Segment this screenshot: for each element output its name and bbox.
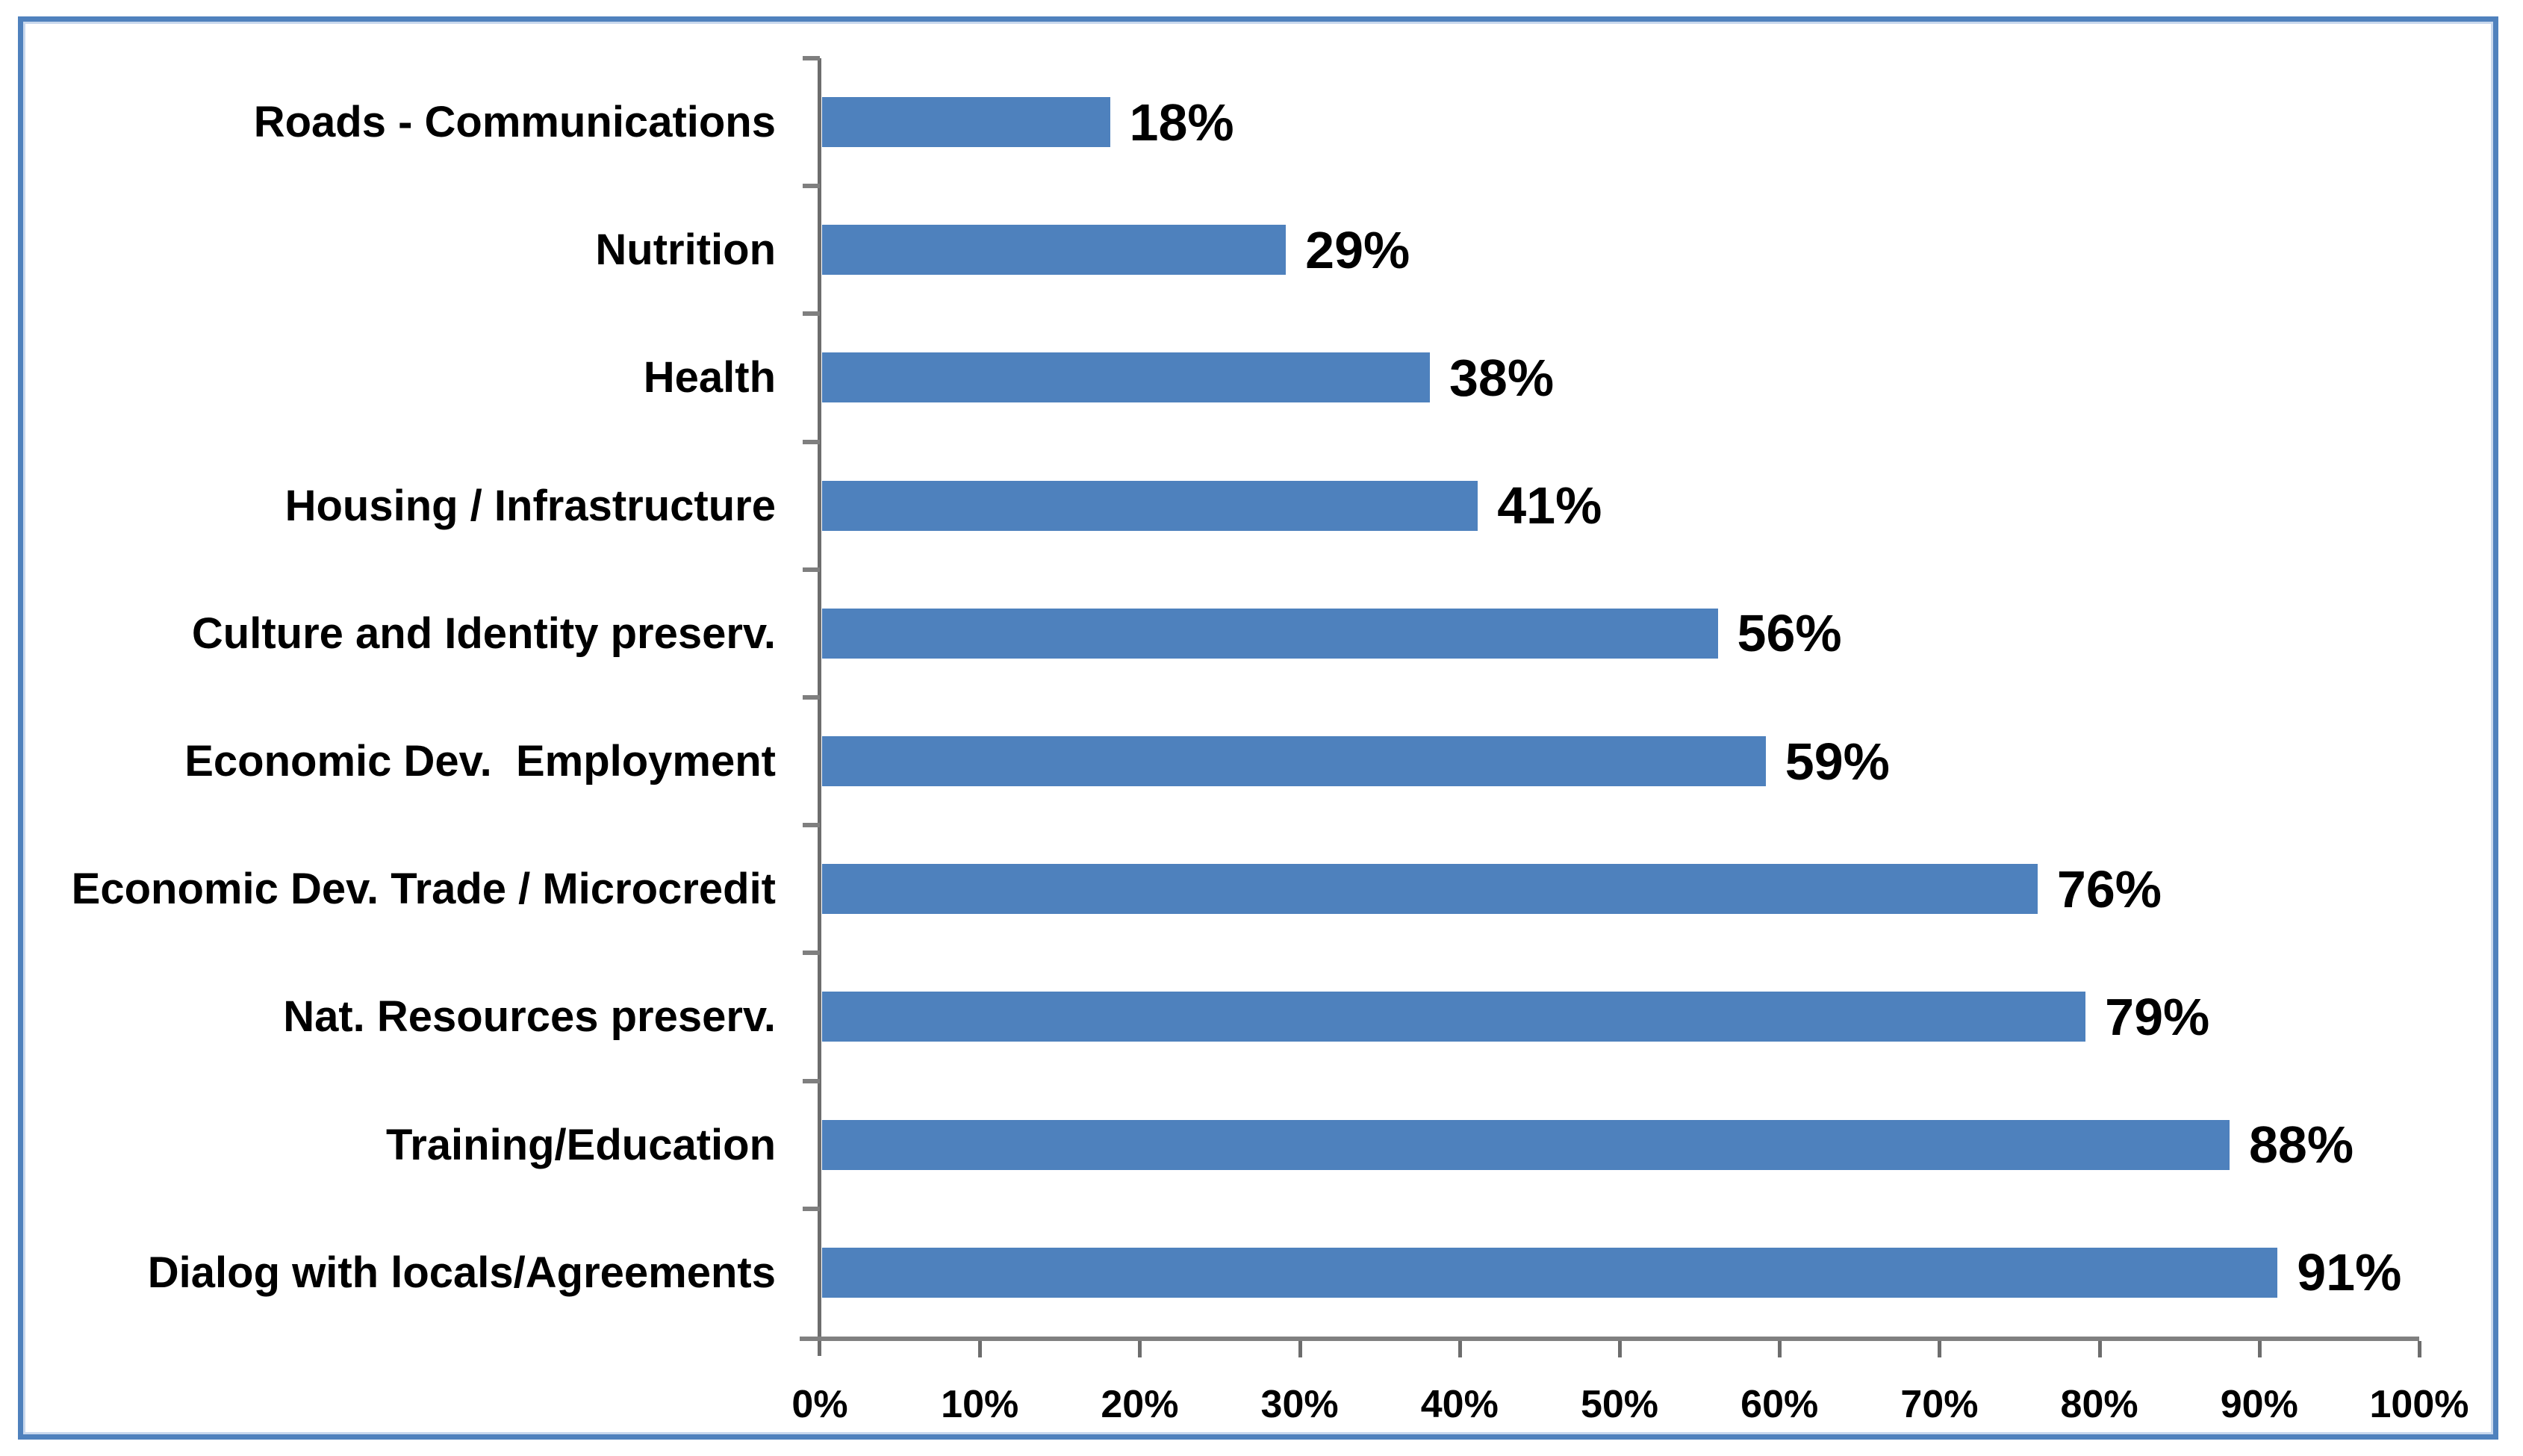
category-label: Health <box>643 353 776 402</box>
x-axis-tick-label: 0% <box>791 1383 848 1426</box>
bar-row: Nat. Resources preserv. 79% <box>23 951 2493 1080</box>
x-axis-tick <box>1938 1341 1942 1357</box>
y-axis-tick <box>803 184 820 189</box>
y-axis-tick <box>803 439 820 444</box>
x-axis-tick-label: 20% <box>1101 1383 1179 1426</box>
value-label: 41% <box>1497 476 1602 535</box>
bar <box>822 736 1766 786</box>
bar-row: Dialog with locals/Agreements 91% <box>23 1206 2493 1337</box>
bar <box>822 97 1110 147</box>
x-axis-tick <box>978 1341 983 1357</box>
x-axis-tick-label: 100% <box>2369 1383 2469 1426</box>
value-label: 88% <box>2248 1116 2354 1175</box>
bar <box>822 608 1718 659</box>
value-label: 56% <box>1737 604 1842 663</box>
bar-row: Roads - Communications 18% <box>23 56 2493 186</box>
category-label: Dialog with locals/Agreements <box>147 1248 776 1297</box>
bar <box>822 480 1478 531</box>
y-axis-tick <box>803 1206 820 1211</box>
category-label: Economic Dev. Employment <box>184 737 776 786</box>
x-axis-tick <box>1618 1341 1622 1357</box>
bar-row: Health 38% <box>23 311 2493 441</box>
bar-row: Training/Education 88% <box>23 1078 2493 1209</box>
x-axis-tick <box>2097 1341 2102 1357</box>
x-axis-tick-label: 60% <box>1740 1383 1819 1426</box>
y-axis-tick <box>803 823 820 828</box>
category-label: Housing / Infrastructure <box>284 481 776 530</box>
value-label: 29% <box>1305 220 1410 279</box>
y-axis-tick <box>803 311 820 317</box>
x-axis-tick-label: 90% <box>2220 1383 2298 1426</box>
category-label: Training/Education <box>385 1120 776 1169</box>
x-axis-tick <box>2418 1341 2421 1357</box>
x-axis-tick <box>1298 1341 1302 1357</box>
bar <box>822 1119 2230 1170</box>
value-label: 76% <box>2056 859 2162 918</box>
x-axis-tick-label: 40% <box>1420 1383 1499 1426</box>
bar <box>822 225 1287 276</box>
y-axis-tick <box>803 56 820 60</box>
x-axis-tick-label: 30% <box>1260 1383 1339 1426</box>
x-axis-tick <box>1458 1341 1462 1357</box>
category-label: Economic Dev. Trade / Microcredit <box>71 865 776 914</box>
value-label: 38% <box>1449 348 1555 407</box>
x-axis-tick-label: 50% <box>1580 1383 1659 1426</box>
category-label: Culture and Identity preserv. <box>191 609 776 658</box>
value-label: 18% <box>1129 93 1234 152</box>
x-axis-tick <box>1778 1341 1782 1357</box>
value-label: 79% <box>2105 987 2210 1046</box>
value-label: 59% <box>1785 732 1890 791</box>
bar <box>822 864 2038 915</box>
y-axis-tick <box>803 951 820 956</box>
bar <box>822 992 2086 1042</box>
value-label: 91% <box>2297 1243 2402 1302</box>
y-axis-tick <box>803 695 820 700</box>
bar-row: Culture and Identity preserv. 56% <box>23 567 2493 697</box>
plot-area: Roads - Communications 18% Nutrition 29% Hea… <box>23 22 2493 1434</box>
category-label: Nat. Resources preserv. <box>283 992 776 1042</box>
bar-row: Economic Dev. Trade / Microcredit 76% <box>23 823 2493 953</box>
x-axis-tick <box>1138 1341 1142 1357</box>
chart-frame: Roads - Communications 18% Nutrition 29% Hea… <box>18 16 2498 1440</box>
x-axis-tick <box>2257 1341 2262 1357</box>
x-axis-line <box>800 1337 2419 1341</box>
bar <box>822 352 1430 403</box>
bar-row: Nutrition 29% <box>23 184 2493 314</box>
y-axis-line <box>818 58 821 1356</box>
x-axis-tick-label: 80% <box>2060 1383 2138 1426</box>
x-axis-tick-label: 10% <box>941 1383 1019 1426</box>
bar <box>822 1247 2278 1298</box>
bar-row: Economic Dev. Employment 59% <box>23 695 2493 825</box>
category-label: Nutrition <box>595 225 776 275</box>
x-axis-tick-label: 70% <box>1900 1383 1979 1426</box>
y-axis-tick <box>803 1078 820 1083</box>
category-label: Roads - Communications <box>253 98 776 147</box>
y-axis-tick <box>803 567 820 572</box>
bar-row: Housing / Infrastructure 41% <box>23 439 2493 570</box>
